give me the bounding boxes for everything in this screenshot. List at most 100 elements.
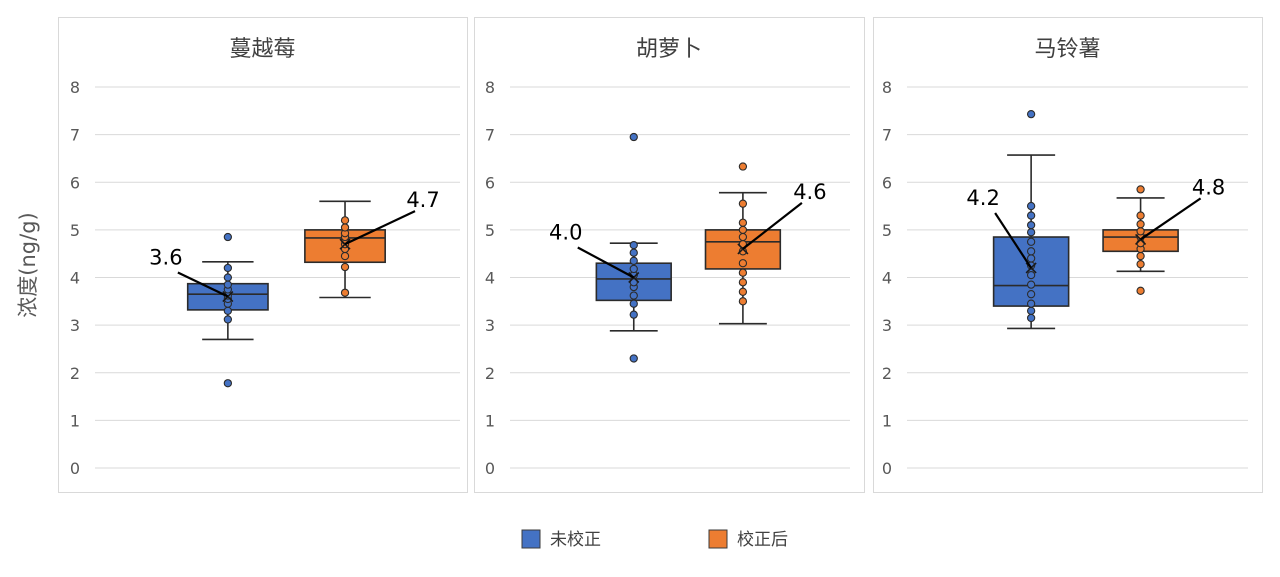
mean-annotation: 4.2 <box>966 186 999 210</box>
data-point <box>738 199 748 208</box>
data-point <box>1026 109 1036 119</box>
y-tick-label: 2 <box>882 364 892 383</box>
data-point <box>629 291 638 300</box>
data-point <box>1026 201 1036 211</box>
y-tick-label: 0 <box>882 459 892 478</box>
data-point <box>738 225 748 235</box>
data-point <box>738 259 748 268</box>
annotation-leader <box>994 212 1033 269</box>
data-point <box>223 232 233 242</box>
annotation-leader <box>742 202 803 250</box>
box-series-1: 4.7 <box>304 188 440 299</box>
data-point <box>223 306 233 315</box>
data-point <box>1136 286 1145 295</box>
box-series-1: 4.6 <box>704 162 827 325</box>
data-point <box>629 240 638 250</box>
y-tick-label: 7 <box>70 126 80 145</box>
data-point <box>629 132 638 142</box>
legend-item-0: 未校正 <box>521 529 601 550</box>
data-point <box>1136 220 1145 229</box>
data-point <box>629 299 638 308</box>
data-point <box>340 262 350 272</box>
panel-frame <box>58 17 468 493</box>
panel-frame <box>474 17 865 493</box>
data-point <box>1136 185 1145 194</box>
data-point <box>738 278 748 287</box>
data-point <box>1136 260 1145 269</box>
data-point <box>1026 237 1036 246</box>
data-point <box>223 280 233 289</box>
mean-marker <box>339 238 351 250</box>
data-point <box>223 263 233 273</box>
y-tick-label: 8 <box>70 78 80 97</box>
data-point <box>738 218 748 227</box>
data-point <box>1136 227 1145 236</box>
y-tick-label: 3 <box>882 316 892 335</box>
data-point <box>223 379 233 388</box>
legend-swatch <box>708 529 728 549</box>
data-point <box>1026 299 1036 308</box>
box-series-1: 4.8 <box>1102 175 1225 295</box>
y-axis-label: 浓度(ng/g) <box>16 212 40 317</box>
data-point <box>738 287 748 296</box>
mean-annotation: 3.6 <box>149 246 182 270</box>
data-point <box>738 297 748 306</box>
legend-label: 未校正 <box>550 530 601 550</box>
y-tick-label: 1 <box>882 411 892 430</box>
data-point <box>1026 211 1036 220</box>
panel-2: 马铃薯 0 1 2 3 4 5 6 7 8 4.2 4.8 <box>873 17 1263 493</box>
y-tick-label: 0 <box>485 459 495 478</box>
data-point <box>1136 251 1145 261</box>
data-point <box>1026 306 1036 315</box>
data-point <box>1026 280 1036 289</box>
data-point <box>223 273 233 282</box>
legend-label: 校正后 <box>737 530 788 550</box>
y-tick-label: 7 <box>485 126 495 145</box>
y-tick-label: 4 <box>70 269 80 288</box>
panel-1: 胡萝卜 0 1 2 3 4 5 6 7 8 4.0 4.6 <box>474 17 865 493</box>
data-point <box>629 354 638 363</box>
annotation-leader <box>577 246 635 279</box>
box-series-0: 3.6 <box>149 232 269 388</box>
data-point <box>738 232 748 242</box>
y-tick-label: 2 <box>70 364 80 383</box>
legend-swatch <box>521 529 541 549</box>
mean-annotation: 4.6 <box>793 180 826 204</box>
box-series-0: 4.2 <box>966 109 1070 330</box>
annotation-leader <box>344 210 416 246</box>
y-tick-label: 4 <box>882 269 892 288</box>
y-tick-label: 6 <box>485 173 495 192</box>
data-point <box>1026 254 1036 263</box>
data-point <box>629 310 638 319</box>
annotation-leader <box>177 271 229 298</box>
data-point <box>629 256 638 265</box>
data-point <box>340 251 350 261</box>
box-series-0: 4.0 <box>549 132 672 363</box>
panels: 蔓越莓 0 1 2 3 4 5 6 7 8 3.6 4.7 胡萝卜 0 1 2 3 4 5 6 7 8 4.0 4.6 马铃薯 0… <box>58 17 1263 493</box>
panel-0: 蔓越莓 0 1 2 3 4 5 6 7 8 3.6 4.7 <box>58 17 468 493</box>
panel-title: 胡萝卜 <box>636 37 702 62</box>
mean-annotation: 4.7 <box>406 188 439 212</box>
mean-annotation: 4.8 <box>1192 175 1225 199</box>
y-tick-label: 3 <box>70 316 80 335</box>
y-tick-label: 5 <box>70 221 80 240</box>
y-tick-label: 8 <box>485 78 495 97</box>
data-point <box>1026 313 1036 323</box>
y-tick-label: 6 <box>70 173 80 192</box>
legend-item-1: 校正后 <box>708 529 788 550</box>
data-point <box>629 248 638 257</box>
data-point <box>340 223 350 232</box>
y-tick-label: 1 <box>70 411 80 430</box>
legend: 未校正 校正后 <box>521 529 788 550</box>
panel-title: 蔓越莓 <box>229 37 295 62</box>
y-tick-label: 4 <box>485 269 495 288</box>
data-point <box>340 288 350 297</box>
data-point <box>738 162 748 171</box>
panel-title: 马铃薯 <box>1034 37 1100 62</box>
data-point <box>738 268 748 277</box>
y-tick-label: 2 <box>485 364 495 383</box>
y-tick-label: 3 <box>485 316 495 335</box>
data-point <box>1026 228 1036 237</box>
